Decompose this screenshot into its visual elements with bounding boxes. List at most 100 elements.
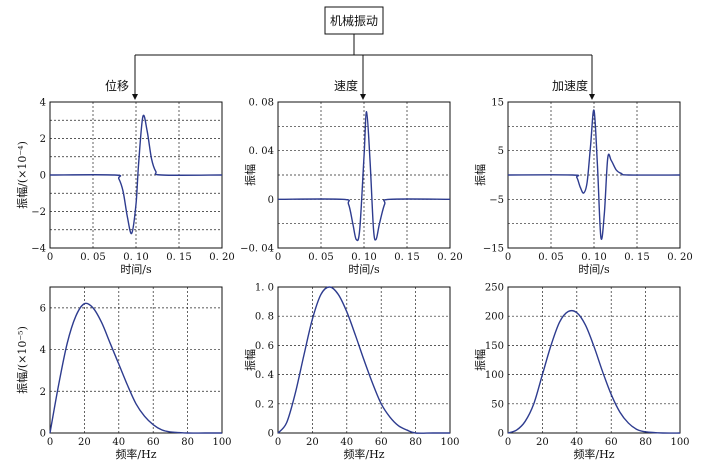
y-tick-label: 0 <box>40 171 46 182</box>
panel-title-acceleration: 加速度 <box>552 78 588 93</box>
x-tick-label: 0. 05 <box>538 252 563 263</box>
y-tick-label: 0. 08 <box>249 98 274 109</box>
series-line <box>277 111 451 242</box>
chart-displacement-time: 0 0. 05 0. 10 0. 15 0. 20 −4 −2 0 2 4 时间/s 振幅/(×10⁻… <box>15 98 235 277</box>
root-box <box>324 6 384 35</box>
x-tick-label: 0. 10 <box>123 252 148 263</box>
y-tick-label: 4 <box>40 345 46 356</box>
panel-title-velocity: 速度 <box>334 78 358 93</box>
plot-frame <box>277 101 451 249</box>
y-tick-label: 5 <box>498 146 504 157</box>
x-tick-label: 20 <box>536 437 549 448</box>
y-tick-label: 0. 4 <box>255 370 274 381</box>
x-axis-label: 时间/s <box>578 263 610 276</box>
x-tick-label: 80 <box>181 437 194 448</box>
y-tick-label: −5 <box>489 195 504 206</box>
x-tick-label: 0. 15 <box>624 252 649 263</box>
x-tick-label: 60 <box>375 437 388 448</box>
y-tick-label: 0. 8 <box>255 312 274 323</box>
y-tick-label: 200 <box>485 312 504 323</box>
x-tick-label: 0. 15 <box>166 252 191 263</box>
series-line <box>49 114 223 235</box>
x-tick-label: 0 <box>505 437 511 448</box>
plot-frame <box>507 286 681 434</box>
y-axis-label: 振幅 <box>473 349 487 371</box>
y-tick-label: 0 <box>40 429 46 440</box>
arrow-head <box>132 94 138 100</box>
series-line <box>277 286 450 434</box>
series-line <box>507 109 681 240</box>
root-title: 机械振动 <box>330 13 378 28</box>
y-tick-label: −2 <box>31 207 46 218</box>
x-tick-label: 20 <box>78 437 91 448</box>
x-tick-label: 100 <box>440 437 459 448</box>
y-tick-label: 0. 2 <box>255 399 274 410</box>
x-tick-label: 0 <box>47 252 53 263</box>
y-axis-label: 振幅/(×10⁻⁵) <box>15 326 29 394</box>
y-tick-label: 2 <box>40 387 46 398</box>
x-tick-label: 100 <box>670 437 689 448</box>
x-tick-label: 0. 10 <box>581 252 606 263</box>
arrow-head <box>360 94 366 100</box>
x-tick-label: 0. 10 <box>351 252 376 263</box>
x-tick-label: 80 <box>639 437 652 448</box>
x-axis-label: 频率/Hz <box>115 447 156 461</box>
y-tick-label: 4 <box>40 98 46 109</box>
y-tick-label: 0 <box>268 195 274 206</box>
y-tick-label: 0 <box>498 429 504 440</box>
x-axis-label: 时间/s <box>120 263 152 276</box>
x-tick-label: 40 <box>112 437 125 448</box>
arrow-head <box>589 94 595 100</box>
y-tick-label: 50 <box>491 399 504 410</box>
x-tick-label: 0. 05 <box>308 252 333 263</box>
y-tick-label: 0 <box>268 429 274 440</box>
x-tick-label: 0 <box>275 437 281 448</box>
y-tick-label: −4 <box>31 244 46 255</box>
x-tick-label: 0 <box>505 252 511 263</box>
x-tick-label: 40 <box>340 437 353 448</box>
x-tick-label: 0. 15 <box>394 252 419 263</box>
series-line <box>49 302 222 434</box>
y-tick-label: 2 <box>40 134 46 145</box>
y-tick-label: 0. 6 <box>255 341 274 352</box>
x-tick-label: 100 <box>212 437 231 448</box>
y-axis-label: 振幅/(×10⁻⁴) <box>15 141 29 209</box>
x-axis-label: 频率/Hz <box>573 447 614 461</box>
y-tick-label: −0. 04 <box>240 244 274 255</box>
chart-acceleration-spectrum: 0 20 40 60 80 100 0 50 100 150 200 250 频率/Hz 振幅 <box>473 283 690 462</box>
x-tick-label: 0. 05 <box>80 252 105 263</box>
chart-velocity-spectrum: 0 20 40 60 80 100 0 0. 2 0. 4 0. 6 0. 8 1. 0 频率/Hz 振幅 <box>243 283 460 462</box>
x-tick-label: 0 <box>47 437 53 448</box>
y-tick-label: 6 <box>40 303 46 314</box>
y-tick-label: 0. 04 <box>249 146 274 157</box>
x-tick-label: 0. 20 <box>209 252 234 263</box>
series-line <box>507 309 681 434</box>
x-axis-label: 时间/s <box>348 263 380 276</box>
plot-frame <box>49 286 223 434</box>
x-tick-label: 40 <box>570 437 583 448</box>
tree-connectors <box>132 34 595 100</box>
x-tick-label: 60 <box>147 437 160 448</box>
y-tick-label: 100 <box>485 370 504 381</box>
chart-acceleration-time: 0 0. 05 0. 10 0. 15 0. 20 −15 −5 5 15 时间/s 振幅 <box>473 98 693 277</box>
y-tick-label: 15 <box>491 98 504 109</box>
panel-title-displacement: 位移 <box>105 78 129 93</box>
x-tick-label: 60 <box>605 437 618 448</box>
y-axis-label: 振幅 <box>473 164 487 186</box>
x-axis-label: 频率/Hz <box>343 447 384 461</box>
x-tick-label: 80 <box>409 437 422 448</box>
y-tick-label: −15 <box>483 244 504 255</box>
y-axis-label: 振幅 <box>243 349 257 371</box>
y-tick-label: 150 <box>485 341 504 352</box>
chart-displacement-spectrum: 0 20 40 60 80 100 0 2 4 6 频率/Hz 振幅/(×10⁻⁵) <box>15 286 232 461</box>
y-tick-label: 250 <box>485 283 504 294</box>
charts-layer: 0 0. 05 0. 10 0. 15 0. 20−4−2024时间/s振幅/(×10⁻… <box>15 98 693 462</box>
plot-frame <box>277 286 451 434</box>
x-tick-label: 0 <box>275 252 281 263</box>
x-tick-label: 20 <box>306 437 319 448</box>
y-tick-label: 1. 0 <box>255 283 274 294</box>
x-tick-label: 0. 20 <box>437 252 462 263</box>
x-tick-label: 0. 20 <box>667 252 692 263</box>
